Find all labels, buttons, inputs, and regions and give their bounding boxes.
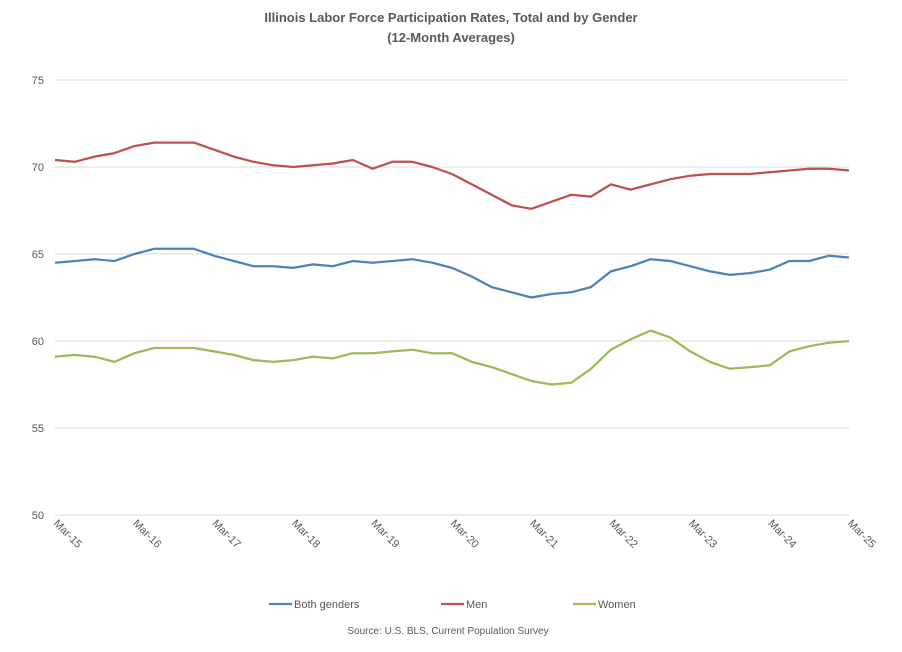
series-lines [54,141,850,386]
legend: Both genders Men Women [269,599,636,611]
x-tick-label: Mar-15 [51,518,84,551]
y-tick-label: 60 [32,336,44,348]
y-tick-label: 65 [32,249,44,261]
series-line-both-genders [54,247,850,299]
y-tick-label: 70 [32,162,44,174]
gridlines [55,79,849,516]
y-tick-label: 75 [32,75,44,87]
x-tick-label: Mar-20 [448,518,481,551]
legend-label: Women [598,599,636,611]
x-tick-label: Mar-22 [607,518,640,551]
series-line-men [54,141,850,210]
chart-subtitle: (12-Month Averages) [387,30,515,45]
y-tick-label: 50 [32,510,44,522]
x-tick-label: Mar-16 [130,518,163,551]
x-axis: Mar-15 Mar-16 Mar-17 Mar-18 Mar-19 Mar-20 Mar-… [51,518,878,551]
legend-label: Both genders [294,599,360,611]
chart-title: Illinois Labor Force Participation Rates… [264,10,637,25]
y-tick-label: 55 [32,423,44,435]
y-axis: 50 55 60 65 70 75 [32,75,44,522]
x-tick-label: Mar-24 [765,518,798,551]
x-tick-label: Mar-19 [368,518,401,551]
legend-label: Men [466,599,487,611]
x-tick-label: Mar-17 [210,518,243,551]
series-line-women [54,329,850,386]
x-tick-label: Mar-23 [686,518,719,551]
x-tick-label: Mar-25 [845,518,878,551]
source-note: Source: U.S. BLS, Current Population Sur… [347,626,548,637]
x-tick-label: Mar-21 [527,518,560,551]
x-tick-label: Mar-18 [289,518,322,551]
